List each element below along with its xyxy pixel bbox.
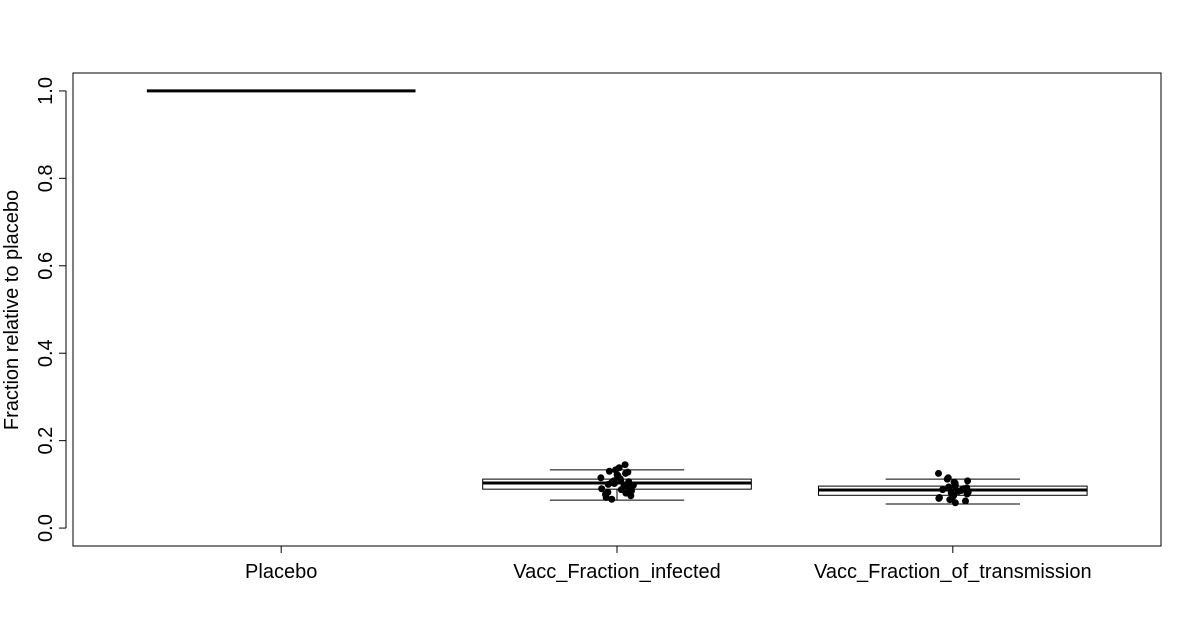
data-point (621, 461, 629, 469)
data-point (945, 483, 953, 491)
data-point (964, 477, 972, 485)
data-point (951, 499, 959, 507)
data-point (604, 480, 612, 488)
y-tick-label: 0.4 (35, 339, 57, 367)
data-point (627, 492, 635, 500)
data-point (608, 495, 616, 503)
x-tick-label: Vacc_Fraction_infected (513, 561, 721, 583)
data-point (621, 469, 629, 477)
data-point (935, 494, 943, 502)
y-axis-label: Fraction relative to placebo (1, 190, 23, 430)
x-tick-label: Placebo (245, 561, 317, 583)
data-point (954, 487, 962, 495)
y-tick-label: 1.0 (35, 77, 57, 105)
y-tick-label: 0.2 (35, 427, 57, 455)
data-point (617, 476, 625, 484)
data-point (597, 474, 605, 482)
data-point (963, 490, 971, 498)
y-tick-label: 0.8 (35, 164, 57, 192)
y-tick-label: 0.6 (35, 252, 57, 280)
data-point (934, 469, 942, 477)
x-tick-label: Vacc_Fraction_of_transmission (814, 561, 1092, 583)
y-tick-label: 0.0 (35, 514, 57, 542)
data-point (951, 482, 959, 490)
data-point (602, 493, 610, 501)
data-point (943, 475, 951, 483)
data-point (610, 479, 618, 487)
data-point (605, 467, 613, 475)
data-point (946, 496, 954, 504)
data-point (598, 485, 606, 493)
data-point (939, 486, 947, 494)
data-point (961, 497, 969, 505)
